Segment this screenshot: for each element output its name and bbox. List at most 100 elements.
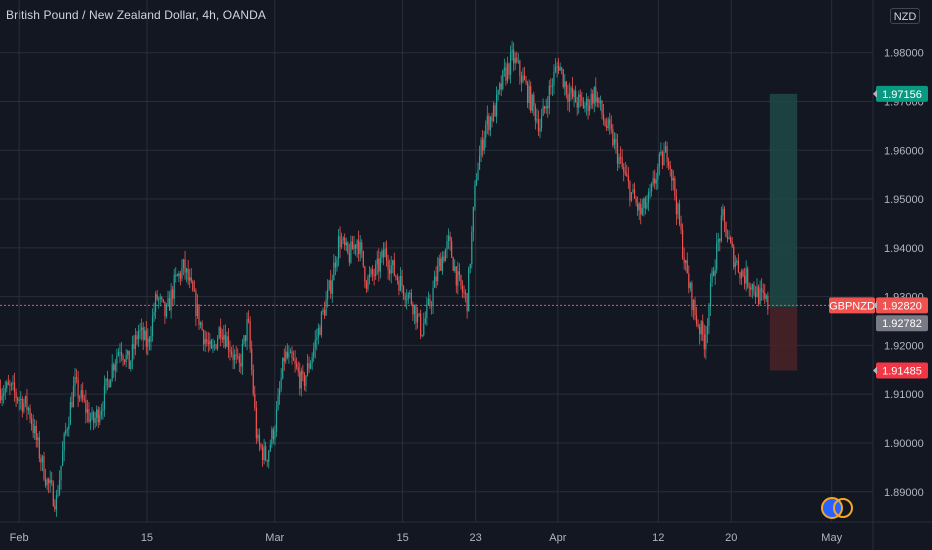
candle — [692, 298, 695, 320]
candle — [434, 270, 436, 288]
svg-text:1.92820: 1.92820 — [882, 300, 922, 312]
candle — [232, 344, 234, 370]
candle — [155, 291, 157, 320]
candle — [241, 338, 243, 376]
candle — [530, 81, 532, 114]
candle — [148, 336, 150, 351]
candle — [706, 318, 708, 344]
candle — [499, 82, 501, 96]
candle — [744, 267, 746, 290]
candle — [571, 77, 574, 100]
candle — [230, 346, 233, 358]
candle — [246, 312, 248, 351]
candle — [592, 89, 594, 109]
candle — [761, 278, 763, 301]
candle — [474, 180, 476, 211]
candle — [657, 163, 659, 190]
candle — [82, 382, 84, 403]
candle — [610, 115, 612, 134]
candle — [444, 248, 447, 262]
candle — [699, 323, 701, 345]
candle — [621, 148, 623, 170]
candle — [624, 161, 626, 176]
target-price-badge: 1.97156 — [876, 85, 928, 102]
candle — [393, 252, 395, 277]
candle — [41, 455, 44, 472]
candle — [15, 388, 17, 407]
candle — [106, 370, 109, 391]
candle — [32, 414, 34, 438]
candle — [551, 78, 553, 96]
candle — [638, 201, 640, 221]
candle — [83, 394, 85, 403]
candle — [618, 153, 620, 169]
candle — [328, 279, 330, 292]
candle — [362, 250, 364, 268]
candle — [416, 306, 419, 329]
candle — [147, 328, 149, 356]
candle — [716, 232, 718, 274]
candle — [547, 96, 549, 118]
candle — [398, 276, 400, 296]
y-tick-label: 1.95000 — [884, 194, 924, 206]
candle — [759, 280, 761, 306]
y-tick-label: 1.91000 — [884, 389, 924, 401]
candle — [757, 284, 760, 307]
candle — [175, 267, 177, 283]
candle — [358, 230, 360, 262]
candle — [424, 311, 426, 325]
candle — [754, 286, 757, 305]
candle — [378, 248, 380, 282]
candle — [187, 259, 189, 285]
candle — [108, 379, 110, 389]
candle — [751, 283, 753, 299]
candle — [461, 280, 464, 298]
profit-zone[interactable] — [769, 93, 798, 308]
candle — [49, 470, 51, 493]
candle — [472, 206, 474, 242]
candle — [640, 198, 642, 225]
candle — [562, 68, 564, 89]
candle — [626, 164, 628, 177]
candle — [531, 93, 533, 114]
candle — [765, 293, 767, 302]
candle — [723, 206, 726, 233]
candle — [677, 201, 679, 220]
candle — [646, 195, 648, 210]
candle — [162, 299, 164, 304]
candle — [122, 353, 124, 367]
candle — [68, 416, 70, 437]
candle — [17, 396, 19, 404]
candle — [54, 499, 56, 512]
candle — [463, 285, 465, 299]
currency-selector[interactable]: NZD — [890, 8, 920, 24]
candle — [482, 130, 484, 158]
candle — [85, 389, 87, 424]
candle — [38, 431, 40, 463]
candle — [145, 321, 147, 355]
candle — [124, 359, 126, 366]
candle — [441, 251, 443, 275]
candle — [390, 255, 392, 284]
candle — [170, 283, 172, 319]
loss-zone[interactable] — [769, 307, 798, 371]
candle — [443, 251, 445, 264]
candle — [737, 253, 739, 274]
candle — [396, 273, 398, 285]
candle — [71, 392, 73, 409]
candle — [468, 266, 470, 312]
candle — [747, 266, 749, 289]
candle — [593, 86, 595, 113]
candle — [13, 372, 16, 402]
candle — [446, 234, 448, 259]
candle — [404, 292, 406, 308]
y-tick-label: 1.96000 — [884, 145, 924, 157]
candle — [243, 334, 245, 347]
candle — [615, 132, 617, 154]
candle — [43, 451, 45, 482]
candle — [435, 266, 437, 289]
y-tick-label: 1.89000 — [884, 487, 924, 499]
candle — [544, 105, 546, 114]
candle — [223, 325, 225, 348]
